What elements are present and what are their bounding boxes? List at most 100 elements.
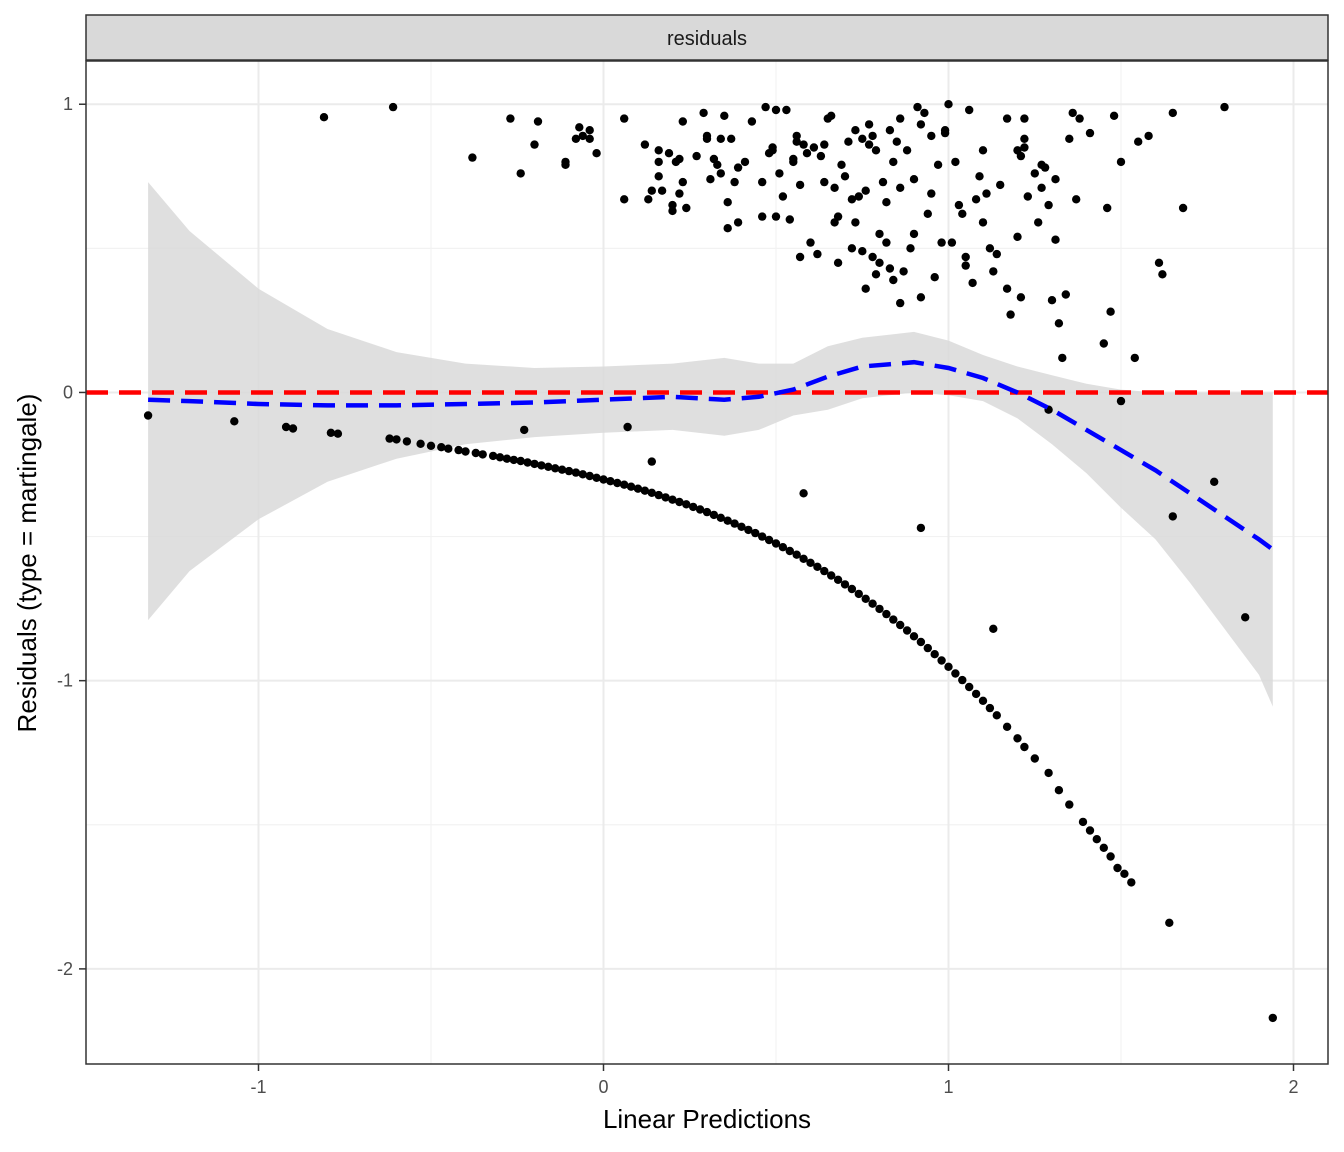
residual-point: [882, 238, 891, 247]
residual-point: [871, 146, 881, 155]
residual-point: [858, 134, 867, 143]
residual-point: [733, 163, 743, 172]
residual-point: [730, 177, 739, 187]
residual-point: [1103, 203, 1112, 213]
residual-point: [916, 293, 926, 302]
residual-point: [523, 458, 532, 467]
residual-point: [585, 471, 594, 481]
residual-point: [1127, 878, 1136, 887]
residual-point: [454, 445, 463, 455]
residual-point: [585, 134, 594, 143]
residual-point: [961, 252, 970, 262]
residual-point: [1058, 353, 1067, 363]
residual-point: [795, 180, 805, 190]
residual-point: [923, 643, 932, 653]
residual-point: [1040, 163, 1050, 172]
residual-point: [1037, 183, 1046, 192]
residual-point: [551, 464, 560, 473]
residual-point: [858, 247, 867, 256]
residual-point: [944, 662, 953, 671]
residual-point: [1109, 111, 1119, 121]
residual-point: [230, 417, 239, 426]
residual-point: [713, 160, 722, 169]
residual-point: [971, 195, 981, 204]
residual-point: [1054, 786, 1064, 795]
residual-point: [1030, 754, 1040, 763]
residual-point: [1241, 613, 1250, 622]
residual-point: [889, 275, 898, 285]
residual-point: [664, 149, 674, 158]
residual-point: [1106, 307, 1115, 316]
residual-point: [930, 273, 939, 282]
smooth-line-layer: [148, 359, 1275, 552]
residual-point: [744, 525, 753, 535]
residual-point: [840, 172, 850, 181]
y-tick-label: 0: [63, 382, 73, 402]
residual-point: [1020, 114, 1029, 123]
residual-point: [978, 146, 988, 155]
residual-point: [975, 172, 984, 181]
residual-point: [854, 589, 863, 599]
residual-point: [319, 113, 329, 122]
residual-point: [509, 455, 518, 465]
residual-point: [1075, 114, 1084, 123]
residual-point: [644, 195, 653, 204]
residual-point: [620, 195, 629, 204]
residual-point: [806, 238, 815, 247]
residual-point: [388, 102, 398, 112]
residual-point: [585, 126, 594, 135]
residual-point: [733, 218, 743, 227]
residual-point: [813, 562, 822, 571]
residual-point: [896, 183, 905, 192]
residual-point: [885, 264, 895, 273]
residual-point: [668, 200, 677, 210]
residual-point: [654, 490, 663, 500]
residual-point: [1116, 396, 1126, 406]
residual-point: [771, 212, 781, 221]
residual-point: [961, 261, 970, 270]
confidence-band: [148, 182, 1273, 707]
residual-point: [516, 456, 525, 466]
residual-point: [633, 484, 643, 493]
residual-point: [1144, 131, 1153, 141]
residual-point: [820, 140, 829, 149]
residual-point: [675, 154, 684, 164]
residual-point: [1002, 284, 1012, 293]
residual-point: [833, 575, 843, 584]
residual-point: [896, 114, 905, 123]
residual-point: [992, 249, 1001, 259]
residual-point: [1061, 290, 1071, 299]
residual-point: [571, 134, 581, 143]
residual-point: [968, 278, 977, 288]
residual-point: [1020, 742, 1029, 752]
residual-point: [802, 149, 812, 158]
residual-point: [864, 120, 874, 129]
residual-point: [1178, 203, 1188, 213]
residual-point: [326, 428, 336, 437]
residual-point: [461, 447, 470, 456]
residual-point: [775, 169, 784, 178]
residual-point: [1168, 512, 1178, 521]
residual-point: [1030, 169, 1040, 178]
residual-point: [827, 571, 836, 580]
residual-point: [1168, 108, 1178, 118]
residual-point: [799, 554, 808, 563]
residual-point: [723, 516, 732, 525]
residual-point: [623, 422, 632, 432]
residual-point: [702, 131, 712, 141]
residual-point: [699, 108, 708, 118]
residual-point: [996, 180, 1005, 190]
residual-point: [530, 459, 539, 469]
residual-point: [847, 195, 857, 204]
residual-point: [1085, 826, 1095, 835]
residual-point: [833, 258, 843, 267]
residual-point: [1268, 1013, 1278, 1023]
residual-point: [978, 696, 988, 705]
residual-point: [613, 478, 622, 488]
residual-point: [716, 134, 725, 143]
residual-point: [1051, 235, 1060, 244]
residual-point: [730, 519, 739, 528]
residual-point: [909, 229, 919, 239]
residual-point: [468, 153, 477, 162]
residual-point: [816, 151, 826, 161]
